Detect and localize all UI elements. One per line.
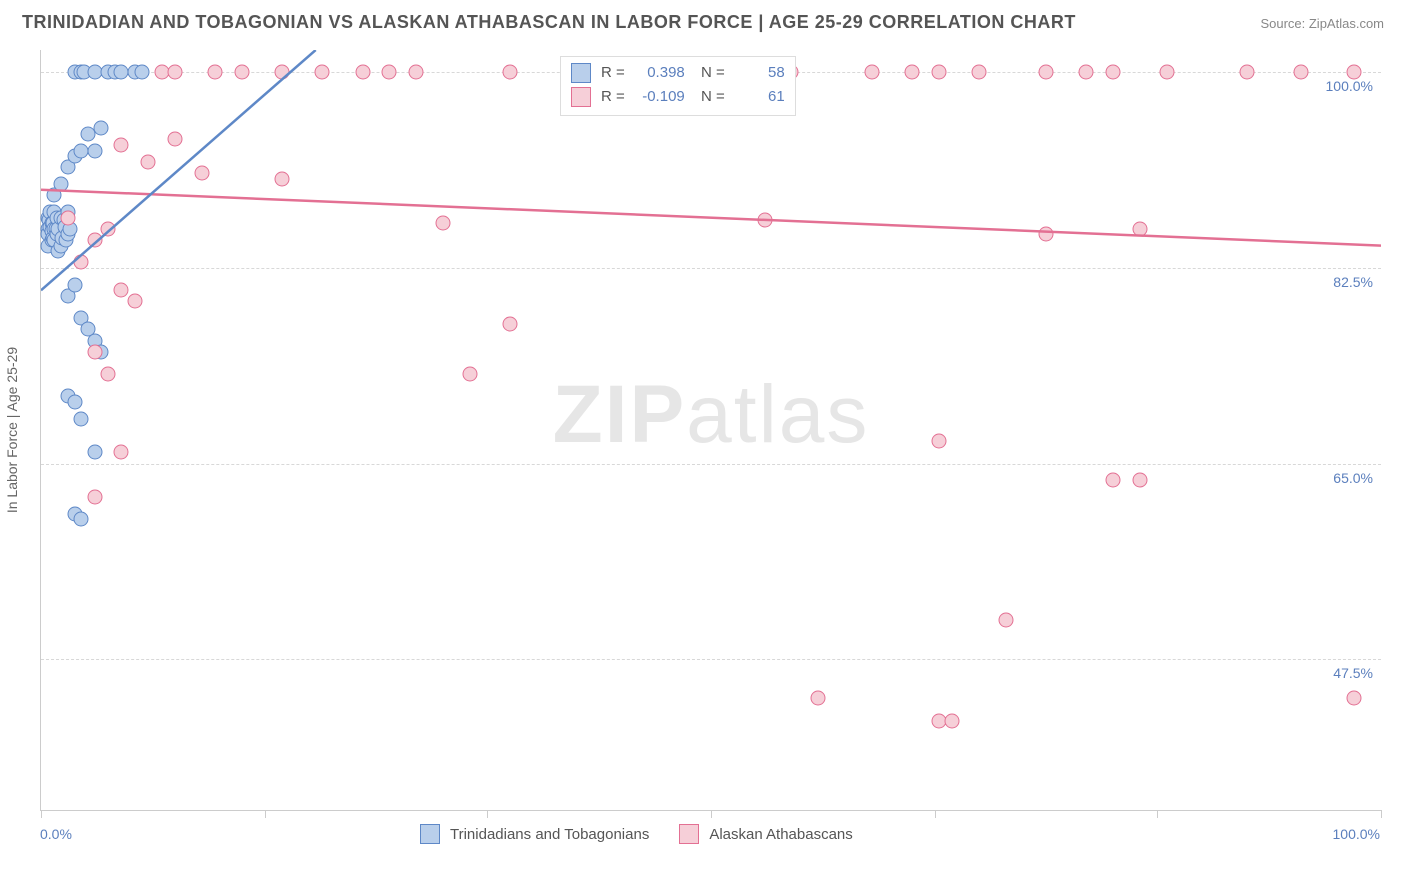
data-point — [503, 65, 518, 80]
data-point — [864, 65, 879, 80]
data-point — [127, 294, 142, 309]
y-tick-label: 82.5% — [1333, 274, 1373, 290]
data-point — [168, 132, 183, 147]
swatch-series1 — [420, 824, 440, 844]
data-point — [194, 165, 209, 180]
chart-title: TRINIDADIAN AND TOBAGONIAN VS ALASKAN AT… — [22, 12, 1076, 33]
gridline — [41, 464, 1381, 465]
n-value-series1: 58 — [731, 61, 785, 85]
x-axis-min-label: 0.0% — [40, 826, 72, 842]
gridline — [41, 659, 1381, 660]
legend-row-series2: R = -0.109 N = 61 — [571, 85, 785, 109]
data-point — [1347, 65, 1362, 80]
y-axis-label: In Labor Force | Age 25-29 — [4, 347, 20, 513]
data-point — [67, 395, 82, 410]
data-point — [382, 65, 397, 80]
x-axis-max-label: 100.0% — [1333, 826, 1380, 842]
data-point — [74, 411, 89, 426]
data-point — [87, 143, 102, 158]
x-tick — [487, 810, 488, 818]
legend-bottom: Trinidadians and Tobagonians Alaskan Ath… — [420, 824, 853, 844]
data-point — [315, 65, 330, 80]
legend-item-series2: Alaskan Athabascans — [679, 824, 852, 844]
data-point — [1079, 65, 1094, 80]
legend-label-series1: Trinidadians and Tobagonians — [450, 826, 649, 843]
r-label: R = — [601, 61, 625, 85]
data-point — [235, 65, 250, 80]
data-point — [101, 367, 116, 382]
data-point — [1240, 65, 1255, 80]
swatch-series2 — [679, 824, 699, 844]
y-tick-label: 100.0% — [1326, 78, 1373, 94]
x-tick — [41, 810, 42, 818]
data-point — [905, 65, 920, 80]
data-point — [54, 177, 69, 192]
data-point — [931, 434, 946, 449]
x-tick — [711, 810, 712, 818]
data-point — [1039, 227, 1054, 242]
data-point — [1039, 65, 1054, 80]
data-point — [1293, 65, 1308, 80]
data-point — [1132, 473, 1147, 488]
plot-area: ZIPatlas 47.5% 65.0% 82.5% 100.0% — [40, 50, 1381, 811]
data-point — [101, 221, 116, 236]
data-point — [1106, 65, 1121, 80]
gridline — [41, 268, 1381, 269]
legend-row-series1: R = 0.398 N = 58 — [571, 61, 785, 85]
data-point — [114, 138, 129, 153]
data-point — [87, 233, 102, 248]
y-tick-label: 65.0% — [1333, 470, 1373, 486]
legend-label-series2: Alaskan Athabascans — [709, 826, 852, 843]
y-tick-label: 47.5% — [1333, 665, 1373, 681]
data-point — [436, 216, 451, 231]
x-tick — [265, 810, 266, 818]
source-attribution: Source: ZipAtlas.com — [1260, 16, 1384, 31]
legend-correlation-box: R = 0.398 N = 58 R = -0.109 N = 61 — [560, 56, 796, 116]
data-point — [1132, 221, 1147, 236]
data-point — [462, 367, 477, 382]
data-point — [60, 210, 75, 225]
data-point — [87, 344, 102, 359]
regression-lines — [41, 50, 1381, 810]
data-point — [67, 277, 82, 292]
data-point — [94, 121, 109, 136]
data-point — [972, 65, 987, 80]
data-point — [945, 713, 960, 728]
data-point — [208, 65, 223, 80]
data-point — [114, 283, 129, 298]
x-tick — [1157, 810, 1158, 818]
n-label: N = — [701, 85, 725, 109]
data-point — [141, 154, 156, 169]
x-tick — [935, 810, 936, 818]
x-tick — [1381, 810, 1382, 818]
data-point — [811, 691, 826, 706]
data-point — [275, 171, 290, 186]
n-value-series2: 61 — [731, 85, 785, 109]
data-point — [87, 490, 102, 505]
legend-item-series1: Trinidadians and Tobagonians — [420, 824, 649, 844]
data-point — [275, 65, 290, 80]
data-point — [114, 445, 129, 460]
data-point — [134, 65, 149, 80]
data-point — [355, 65, 370, 80]
r-label: R = — [601, 85, 625, 109]
n-label: N = — [701, 61, 725, 85]
data-point — [931, 65, 946, 80]
data-point — [74, 512, 89, 527]
data-point — [1347, 691, 1362, 706]
data-point — [168, 65, 183, 80]
data-point — [1159, 65, 1174, 80]
swatch-series1 — [571, 63, 591, 83]
data-point — [74, 255, 89, 270]
watermark: ZIPatlas — [553, 368, 870, 462]
r-value-series2: -0.109 — [631, 85, 685, 109]
data-point — [409, 65, 424, 80]
data-point — [503, 316, 518, 331]
data-point — [87, 445, 102, 460]
data-point — [998, 613, 1013, 628]
data-point — [757, 212, 772, 227]
data-point — [1106, 473, 1121, 488]
swatch-series2 — [571, 87, 591, 107]
r-value-series1: 0.398 — [631, 61, 685, 85]
